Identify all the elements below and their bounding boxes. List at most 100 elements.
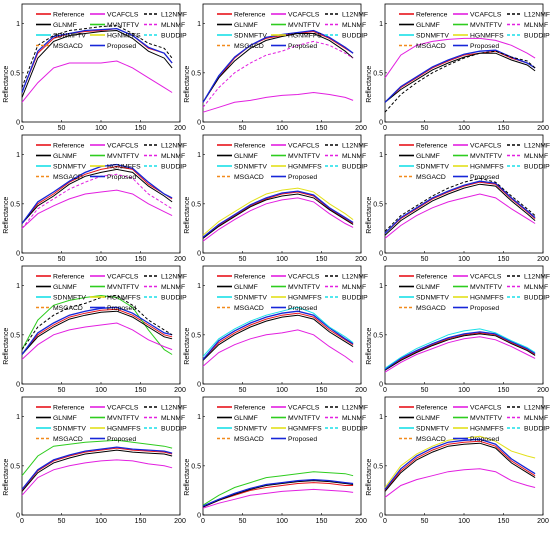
legend-label: VCAFCLS: [470, 12, 502, 19]
y-tick-label: 0.5: [373, 463, 383, 470]
legend-label: SDNMFTV: [234, 295, 267, 302]
subplot-2: 0 50 100 150 200 0 0.5 1 Reflectance Reference VCA…: [184, 3, 368, 132]
y-tick-label: 0.5: [191, 463, 201, 470]
legend-label: BUDDIP: [161, 426, 187, 433]
series-line-vcafcls: [384, 336, 536, 373]
series-line-proposed: [384, 49, 536, 103]
legend-label: Proposed: [288, 305, 317, 312]
legend-label: Reference: [234, 12, 266, 19]
legend-label: MSGACD: [416, 305, 446, 312]
legend-label: SDNMFTV: [416, 295, 449, 302]
y-axis-label: Reflectance: [366, 66, 373, 103]
y-axis-label: Reflectance: [3, 459, 10, 496]
legend-label: MSGACD: [234, 305, 264, 312]
x-tick-label: 150: [498, 387, 510, 394]
legend-label: MSGACD: [416, 43, 446, 50]
legend-label: MSGACD: [416, 174, 446, 181]
legend-label: SDNMFTV: [53, 295, 86, 302]
x-tick-label: 200: [174, 256, 186, 263]
subplot-9: 0 50 100 150 200 0 0.5 1 Reflectance Reference VCA…: [366, 265, 550, 394]
x-tick-label: 200: [174, 518, 186, 525]
legend-label: L12NMF: [524, 405, 550, 412]
legend-label: MVNTFTV: [470, 415, 503, 422]
series-line-glnmf: [202, 314, 354, 361]
legend-label: Reference: [53, 405, 85, 412]
legend-label: L12NMF: [342, 12, 368, 19]
subplot-5: 0 50 100 150 200 0 0.5 1 Reflectance Reference VCA…: [184, 134, 368, 263]
series-line-glnmf: [21, 449, 173, 492]
series-line-sdnmftv: [384, 328, 536, 369]
x-tick-label: 50: [58, 125, 66, 132]
x-tick-label: 0: [20, 256, 24, 263]
legend-label: SDNMFTV: [53, 164, 86, 171]
legend-label: MVNTFTV: [107, 284, 140, 291]
legend-label: HGNMFFS: [288, 295, 322, 302]
legend-label: MLNMF: [161, 22, 185, 29]
legend: Reference VCAFCLS L12NMF GLNMF MVNTFTV MLNMF S…: [399, 405, 550, 443]
x-tick-label: 200: [537, 387, 549, 394]
legend-label: Proposed: [288, 436, 317, 443]
series-line-reference: [202, 191, 354, 239]
series-line-mvntftv: [202, 471, 354, 506]
legend-label: MVNTFTV: [107, 415, 140, 422]
series-line-glnmf: [202, 33, 354, 103]
series-line-glnmf: [202, 480, 354, 508]
legend-label: MVNTFTV: [288, 22, 321, 29]
legend: Reference VCAFCLS L12NMF GLNMF MVNTFTV MLNMF S…: [36, 274, 187, 312]
y-tick-label: 0: [197, 382, 201, 389]
x-tick-label: 0: [383, 518, 387, 525]
y-tick-label: 0.5: [10, 463, 20, 470]
legend-label: Reference: [416, 405, 448, 412]
x-tick-label: 100: [276, 518, 288, 525]
series-line-mvntftv: [21, 294, 173, 355]
legend-label: MLNMF: [161, 284, 185, 291]
legend: Reference VCAFCLS L12NMF GLNMF MVNTFTV MLNMF S…: [36, 405, 187, 443]
legend-label: Reference: [234, 143, 266, 150]
legend: Reference VCAFCLS L12NMF GLNMF MVNTFTV MLNMF S…: [399, 12, 550, 50]
legend-label: GLNMF: [416, 153, 440, 160]
legend: Reference VCAFCLS L12NMF GLNMF MVNTFTV MLNMF S…: [399, 143, 550, 181]
series-line-proposed: [202, 478, 354, 507]
y-tick-label: 0: [197, 120, 201, 127]
x-tick-label: 0: [201, 256, 205, 263]
y-tick-label: 0: [379, 251, 383, 258]
y-tick-label: 0.5: [191, 201, 201, 208]
series-line-reference: [384, 440, 536, 491]
x-tick-label: 100: [276, 256, 288, 263]
legend-label: VCAFCLS: [470, 405, 502, 412]
legend-label: MVNTFTV: [288, 153, 321, 160]
legend-label: VCAFCLS: [470, 274, 502, 281]
series-line-reference: [21, 308, 173, 355]
x-tick-label: 200: [355, 518, 367, 525]
y-tick-label: 1: [379, 21, 383, 28]
legend-label: L12NMF: [524, 274, 550, 281]
legend: Reference VCAFCLS L12NMF GLNMF MVNTFTV MLNMF S…: [36, 12, 187, 50]
series-line-vcafcls: [384, 37, 536, 79]
y-tick-label: 0: [379, 382, 383, 389]
subplot-10: 0 50 100 150 200 0 0.5 1 Reflectance Reference VCA…: [3, 396, 187, 525]
y-axis-label: Reflectance: [3, 66, 10, 103]
legend-label: GLNMF: [234, 284, 258, 291]
legend-label: GLNMF: [234, 153, 258, 160]
y-tick-label: 0.5: [10, 201, 20, 208]
series-line-mvntftv: [21, 439, 173, 477]
legend-label: HGNMFFS: [107, 33, 141, 40]
y-tick-label: 1: [197, 283, 201, 290]
legend-label: HGNMFFS: [107, 295, 141, 302]
series-line-vcafcls: [21, 322, 173, 360]
x-tick-label: 0: [383, 125, 387, 132]
x-tick-label: 100: [458, 518, 470, 525]
legend-label: BUDDIP: [161, 33, 187, 40]
series-line-reference: [21, 447, 173, 491]
legend-label: GLNMF: [416, 284, 440, 291]
legend: Reference VCAFCLS L12NMF GLNMF MVNTFTV MLNMF S…: [399, 274, 550, 312]
series-line-vcafcls: [21, 459, 173, 496]
series-line-glnmf: [384, 442, 536, 492]
series-line-glnmf: [21, 168, 173, 224]
legend-label: Reference: [53, 274, 85, 281]
x-tick-label: 0: [20, 125, 24, 132]
legend-label: SDNMFTV: [53, 33, 86, 40]
x-tick-label: 100: [458, 125, 470, 132]
legend-label: Reference: [416, 12, 448, 19]
legend-label: Reference: [53, 143, 85, 150]
